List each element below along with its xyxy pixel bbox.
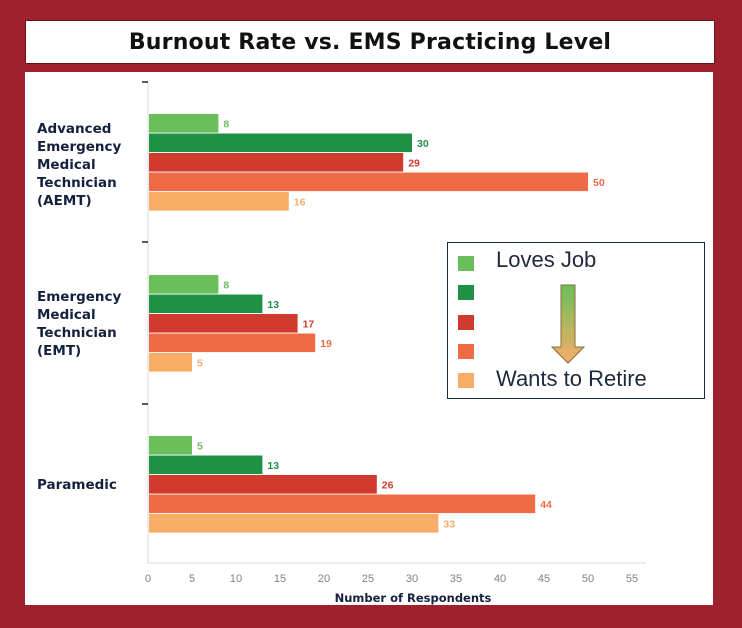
legend-swatch-1 bbox=[458, 256, 474, 271]
legend: Loves Job Wants to Retire bbox=[447, 242, 705, 399]
data-label-c0-s1: 30 bbox=[417, 138, 429, 150]
data-label-c2-s0: 5 bbox=[197, 440, 203, 452]
x-axis-title: Number of Respondents bbox=[335, 591, 492, 605]
x-tick-label-11: 55 bbox=[626, 573, 638, 585]
data-label-c0-s0: 8 bbox=[223, 118, 229, 130]
x-tick-label-7: 35 bbox=[450, 573, 462, 585]
data-label-c2-s2: 26 bbox=[382, 479, 394, 491]
bar-c0-s1 bbox=[149, 133, 412, 153]
category-label-aemt: Advanced Emergency Medical Technician (A… bbox=[37, 121, 122, 209]
x-tick-label-1: 5 bbox=[189, 573, 195, 585]
bar-c2-s1 bbox=[149, 455, 263, 475]
legend-gradient-arrow bbox=[550, 284, 586, 364]
data-label-c1-s0: 8 bbox=[223, 279, 229, 291]
bar-c2-s4 bbox=[149, 514, 439, 533]
data-label-c2-s1: 13 bbox=[267, 460, 279, 472]
data-label-c1-s1: 13 bbox=[267, 299, 279, 311]
chart-title: Burnout Rate vs. EMS Practicing Level bbox=[128, 29, 612, 55]
bar-c1-s0 bbox=[149, 275, 219, 294]
x-tick-label-8: 40 bbox=[494, 573, 506, 585]
x-tick-label-10: 50 bbox=[582, 573, 594, 585]
data-label-c1-s4: 5 bbox=[197, 357, 203, 369]
data-label-c0-s3: 50 bbox=[593, 177, 605, 189]
x-tick-label-5: 25 bbox=[362, 573, 374, 585]
x-tick-label-4: 20 bbox=[318, 573, 330, 585]
bar-c2-s0 bbox=[149, 436, 192, 455]
x-tick-label-6: 30 bbox=[406, 573, 418, 585]
bar-c2-s2 bbox=[149, 475, 377, 494]
bar-c1-s1 bbox=[149, 294, 263, 314]
bar-c0-s3 bbox=[149, 172, 588, 192]
category-label-paramedic: Paramedic bbox=[37, 477, 117, 493]
x-tick-label-0: 0 bbox=[145, 573, 151, 585]
data-label-c2-s4: 33 bbox=[443, 518, 455, 530]
legend-swatch-2 bbox=[458, 285, 474, 300]
x-tick-label-2: 10 bbox=[230, 573, 242, 585]
bar-c0-s2 bbox=[149, 153, 404, 172]
legend-label-wants-to-retire: Wants to Retire bbox=[496, 366, 647, 391]
data-label-c1-s2: 17 bbox=[303, 318, 315, 330]
x-tick-label-9: 45 bbox=[538, 573, 550, 585]
x-tick-label-3: 15 bbox=[274, 573, 286, 585]
bar-c0-s4 bbox=[149, 192, 289, 211]
bar-c1-s3 bbox=[149, 333, 316, 353]
legend-swatch-3 bbox=[458, 315, 474, 330]
data-label-c0-s2: 29 bbox=[408, 157, 420, 169]
legend-swatch-4 bbox=[458, 344, 474, 359]
data-label-c0-s4: 16 bbox=[294, 196, 306, 208]
category-label-emt: Emergency Medical Technician (EMT) bbox=[37, 289, 122, 359]
bar-c0-s0 bbox=[149, 114, 219, 133]
title-box: Burnout Rate vs. EMS Practicing Level bbox=[25, 20, 715, 64]
bar-c2-s3 bbox=[149, 494, 536, 514]
legend-swatch-5 bbox=[458, 373, 474, 388]
legend-label-loves-job: Loves Job bbox=[496, 247, 597, 272]
data-label-c2-s3: 44 bbox=[540, 499, 552, 511]
bar-c1-s2 bbox=[149, 314, 298, 333]
bar-c1-s4 bbox=[149, 353, 192, 372]
data-label-c1-s3: 19 bbox=[320, 338, 332, 350]
